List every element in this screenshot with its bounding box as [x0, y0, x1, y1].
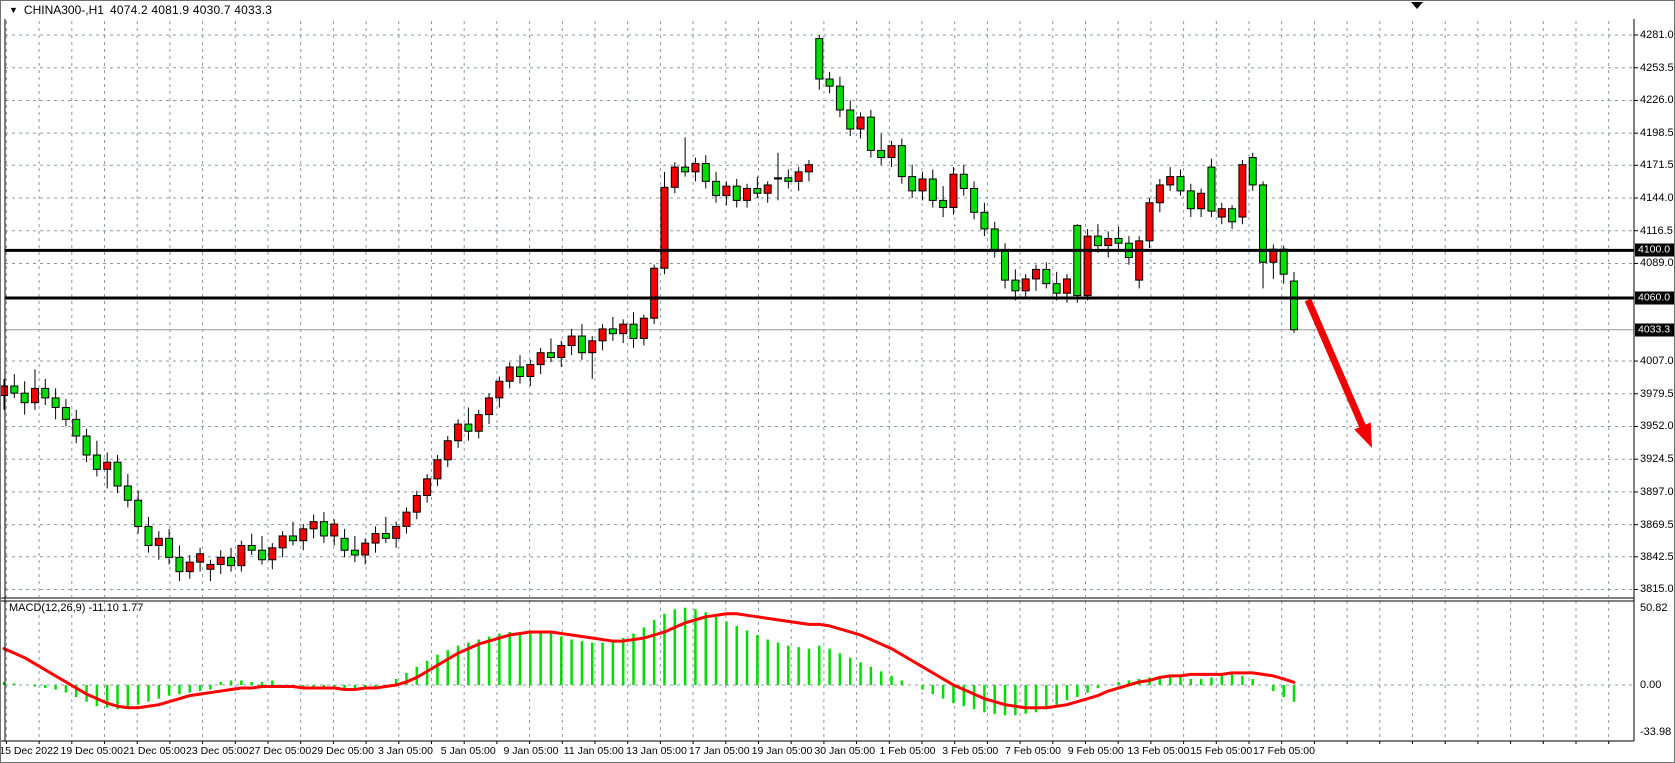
time-axis-label[interactable]: 17 Jan 05:00: [688, 745, 750, 757]
price-tick-label: 3842.5: [1640, 550, 1674, 563]
time-axis-label[interactable]: 23 Dec 05:00: [186, 745, 249, 757]
time-axis-label[interactable]: 9 Jan 05:00: [503, 745, 559, 757]
price-tick-label: 3979.5: [1640, 387, 1674, 400]
level-lines[interactable]: [5, 248, 1634, 300]
price-tick-label: 3952.0: [1640, 420, 1674, 433]
price-tick-label: 4226.0: [1640, 94, 1674, 107]
time-axis-label[interactable]: 19 Dec 05:00: [60, 745, 123, 757]
time-axis-label[interactable]: 17 Feb 05:00: [1253, 745, 1315, 757]
time-axis-label[interactable]: 3 Feb 05:00: [942, 745, 999, 757]
price-tick-label: 4171.5: [1640, 159, 1674, 172]
price-tick-label: 3897.0: [1640, 485, 1674, 498]
price-tick-label: 4253.5: [1640, 61, 1674, 74]
chart-title-bar: ▼ CHINA300-,H1 4074.2 4081.9 4030.7 4033…: [1, 1, 1674, 19]
trend-arrow-annotation: [1304, 298, 1372, 448]
level-price-tag: 4100.0: [1635, 243, 1674, 257]
level-price-tag: 4060.0: [1635, 291, 1674, 305]
macd-panel: [2, 607, 1296, 716]
chart-shift-marker-icon[interactable]: [1411, 2, 1423, 9]
price-tick-label: 4116.5: [1640, 224, 1673, 237]
time-axis-label[interactable]: 5 Jan 05:00: [440, 745, 496, 757]
time-axis-label[interactable]: 13 Feb 05:00: [1127, 745, 1190, 757]
macd-indicator-label: MACD(12,26,9) -11.10 1.77: [9, 602, 144, 614]
time-axis-label[interactable]: 13 Jan 05:00: [626, 745, 687, 757]
time-axis-label[interactable]: 3 Jan 05:00: [378, 745, 433, 757]
time-axis-label[interactable]: 11 Jan 05:00: [563, 745, 624, 757]
time-axis-label[interactable]: 30 Jan 05:00: [814, 745, 876, 757]
time-axis-label[interactable]: 15 Feb 05:00: [1190, 745, 1253, 757]
candlesticks: [1, 35, 1298, 582]
price-tick-label: 4281.0: [1640, 29, 1674, 41]
time-axis-label[interactable]: 19 Jan 05:00: [751, 745, 813, 757]
time-axis-label[interactable]: 7 Feb 05:00: [1004, 745, 1062, 757]
current-price-tag: 4033.3: [1635, 323, 1674, 337]
price-tick-label: 4198.5: [1640, 127, 1674, 140]
grid-lines: [5, 21, 1634, 741]
price-tick-label: 3924.5: [1640, 453, 1674, 466]
macd-axis-label: 0.00: [1640, 679, 1662, 691]
price-tick-label: 3815.0: [1640, 583, 1674, 596]
symbol-dropdown-icon[interactable]: ▼: [9, 4, 18, 15]
ohlc-values: 4074.2 4081.9 4030.7 4033.3: [109, 3, 273, 17]
price-tick-label: 4089.0: [1640, 257, 1674, 270]
time-axis-label[interactable]: 29 Dec 05:00: [311, 745, 374, 757]
panel-borders: [1, 19, 1638, 744]
time-axis-label[interactable]: 1 Feb 05:00: [879, 745, 936, 757]
macd-axis-label: 50.82: [1640, 602, 1668, 614]
time-axis-label[interactable]: 15 Dec 2022: [0, 745, 59, 757]
symbol-period-label: CHINA300-,H1: [23, 3, 104, 17]
time-axis-label[interactable]: 27 Dec 05:00: [248, 745, 312, 757]
macd-axis-label: -33.98: [1640, 726, 1672, 738]
price-tick-label: 3869.5: [1640, 518, 1674, 531]
price-tick-label: 4007.0: [1640, 355, 1674, 368]
time-axis-label[interactable]: 9 Feb 05:00: [1067, 745, 1124, 757]
price-tick-label: 4144.0: [1640, 192, 1674, 205]
time-axis-label[interactable]: 21 Dec 05:00: [123, 745, 186, 757]
